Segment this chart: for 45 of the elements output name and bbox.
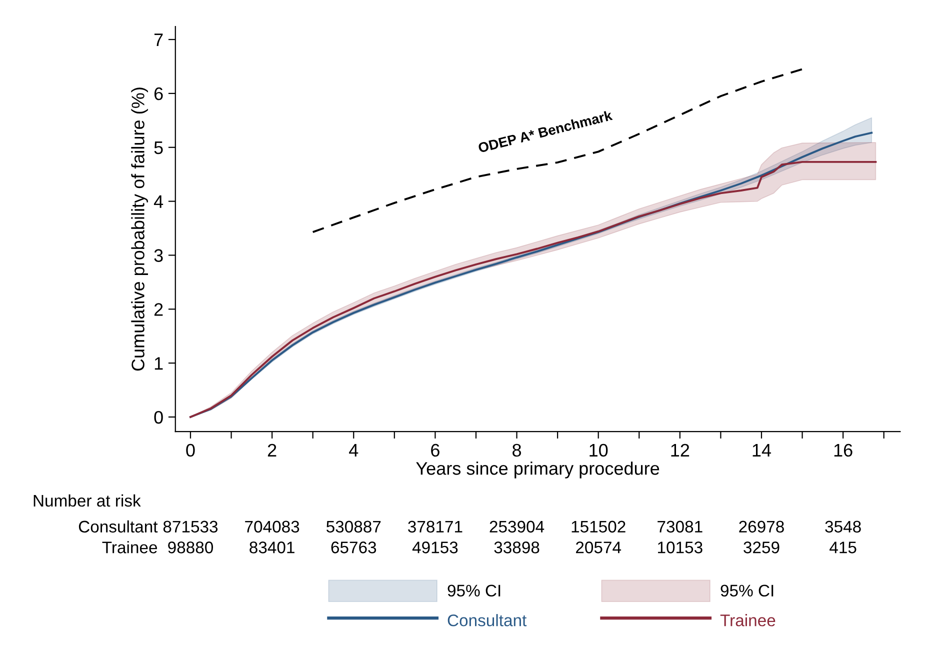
x-tick-label: 8	[512, 444, 522, 457]
text: 871533	[163, 520, 218, 533]
text: 65763	[331, 542, 376, 554]
text: 378171	[408, 520, 462, 533]
text: 10153	[658, 542, 702, 554]
text: 95% CI	[720, 584, 774, 597]
y-tick-label: 1	[154, 357, 163, 370]
y-tick-label: 2	[154, 303, 163, 316]
y-tick-label: 3	[154, 249, 163, 262]
y-axis-title: Cumulative probability of failure (%)	[131, 88, 148, 371]
text: Trainee	[720, 614, 776, 626]
x-tick-label: 14	[752, 444, 771, 456]
text: 151502	[572, 520, 626, 533]
text: 26978	[739, 520, 784, 533]
y-tick-label: 6	[154, 87, 163, 100]
y-tick-label: 0	[154, 410, 163, 424]
x-axis-title: Years since primary procedure	[416, 462, 660, 478]
y-tick-label: 4	[154, 195, 164, 208]
text: 253904	[490, 520, 544, 533]
text: 3548	[825, 520, 861, 533]
y-tick-label: 7	[154, 34, 163, 46]
text: Consultant	[448, 614, 527, 626]
x-tick-label: 0	[186, 444, 195, 457]
text: 20574	[576, 542, 622, 554]
x-tick-label: 12	[671, 444, 690, 456]
x-tick-label: 16	[834, 444, 852, 457]
text: 3259	[744, 542, 780, 554]
text: 49153	[412, 542, 458, 554]
text: 73081	[658, 520, 702, 533]
text: 98880	[168, 542, 214, 554]
text: Trainee	[102, 541, 158, 554]
text: 415	[830, 542, 856, 554]
text: 33898	[494, 542, 540, 554]
y-tick-label: 5	[154, 141, 163, 154]
x-tick-label: 2	[268, 444, 276, 456]
x-tick-label: 10	[590, 444, 608, 457]
text: 95% CI	[448, 584, 500, 597]
text: 83401	[250, 542, 294, 554]
text: 704083	[245, 520, 300, 533]
x-tick-label: 4	[349, 444, 358, 456]
text: Number at risk	[34, 494, 141, 507]
text: 530887	[326, 520, 381, 533]
line-series	[312, 68, 804, 234]
text: Consultant	[78, 520, 158, 533]
x-tick-label: 6	[431, 444, 440, 457]
